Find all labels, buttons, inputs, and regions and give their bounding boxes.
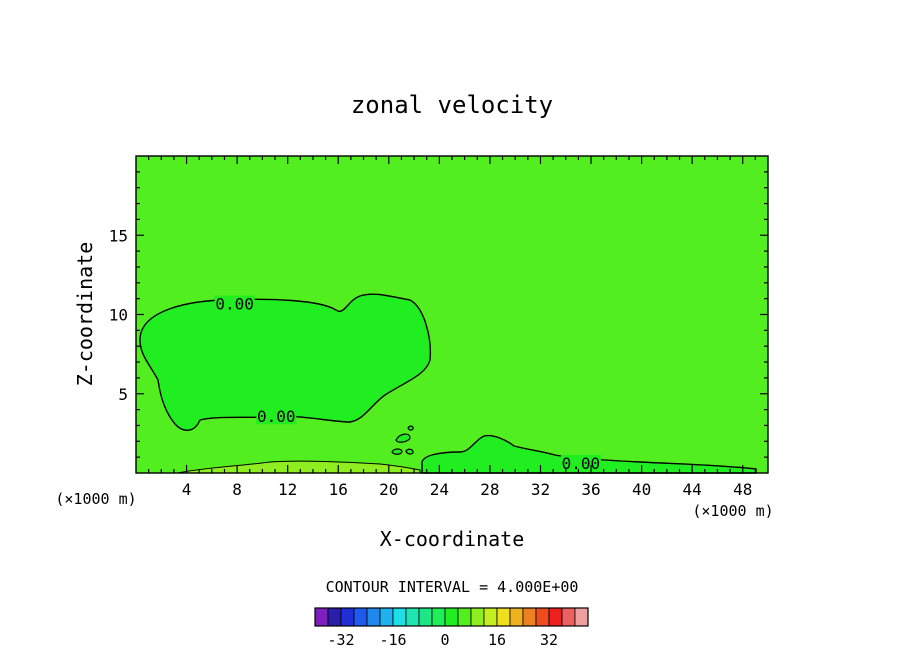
contour-region-near-surface	[421, 434, 757, 474]
colorbar-cell	[522, 607, 537, 627]
x-tick-label: 48	[733, 480, 752, 499]
colorbar-cell	[496, 607, 511, 627]
colorbar-tick-label: 16	[488, 631, 506, 649]
contour-label: 0.00	[257, 407, 296, 426]
colorbar-tick-label: 32	[540, 631, 558, 649]
y-axis-label: Z-coordinate	[73, 242, 97, 387]
colorbar-cell	[353, 607, 368, 627]
colorbar-cell	[535, 607, 550, 627]
contour-region-surface-strip	[177, 460, 421, 474]
colorbar-cell	[379, 607, 394, 627]
x-tick-label: 8	[232, 480, 242, 499]
x-tick-label: 32	[531, 480, 550, 499]
x-tick-label: 4	[182, 480, 192, 499]
colorbar-cell	[431, 607, 446, 627]
colorbar-cell	[366, 607, 381, 627]
x-tick-label: 28	[480, 480, 499, 499]
y-tick-label: 10	[109, 306, 128, 325]
x-tick-label: 12	[278, 480, 297, 499]
colorbar-cell	[314, 607, 329, 627]
colorbar-cell	[470, 607, 485, 627]
x-units-left-label: (×1000 m)	[55, 490, 136, 508]
colorbar-cell	[418, 607, 433, 627]
chart-title: zonal velocity	[351, 91, 553, 119]
x-axis-label: X-coordinate	[380, 527, 525, 551]
colorbar-cell	[509, 607, 524, 627]
colorbar-frame	[314, 607, 589, 627]
y-tick-label: 5	[118, 385, 128, 404]
x-tick-label: 20	[379, 480, 398, 499]
colorbar-cell	[444, 607, 459, 627]
colorbar-cell	[561, 607, 576, 627]
x-tick-label: 40	[632, 480, 651, 499]
colorbar-cell	[548, 607, 563, 627]
contour-label-bg	[256, 408, 297, 425]
contour-label: 0.00	[215, 295, 254, 314]
contour-label-bg	[214, 295, 255, 312]
x-units-right-label: (×1000 m)	[692, 502, 773, 520]
colorbar: -32 -16 0 16 32	[314, 607, 589, 649]
colorbar-tick-label: 0	[440, 631, 449, 649]
x-tick-label: 44	[683, 480, 702, 499]
contour-region-upper-left	[139, 293, 432, 431]
contour-island	[391, 448, 403, 455]
colorbar-cell	[457, 607, 472, 627]
colorbar-cell	[327, 607, 342, 627]
contour-interval-text: CONTOUR INTERVAL = 4.000E+00	[326, 578, 579, 596]
colorbar-cell	[574, 607, 589, 627]
colorbar-cell	[483, 607, 498, 627]
colorbar-cell	[392, 607, 407, 627]
contour-island	[395, 433, 411, 443]
x-tick-label: 36	[581, 480, 600, 499]
colorbar-cell	[405, 607, 420, 627]
colorbar-tick-label: -32	[327, 631, 354, 649]
colorbar-tick-label: -16	[379, 631, 406, 649]
contour-label: 0.00	[562, 454, 601, 473]
contour-island	[407, 425, 414, 431]
contour-island	[405, 448, 414, 455]
y-tick-label: 15	[109, 226, 128, 245]
colorbar-cell	[340, 607, 355, 627]
x-tick-label: 24	[430, 480, 449, 499]
x-tick-label: 16	[329, 480, 348, 499]
